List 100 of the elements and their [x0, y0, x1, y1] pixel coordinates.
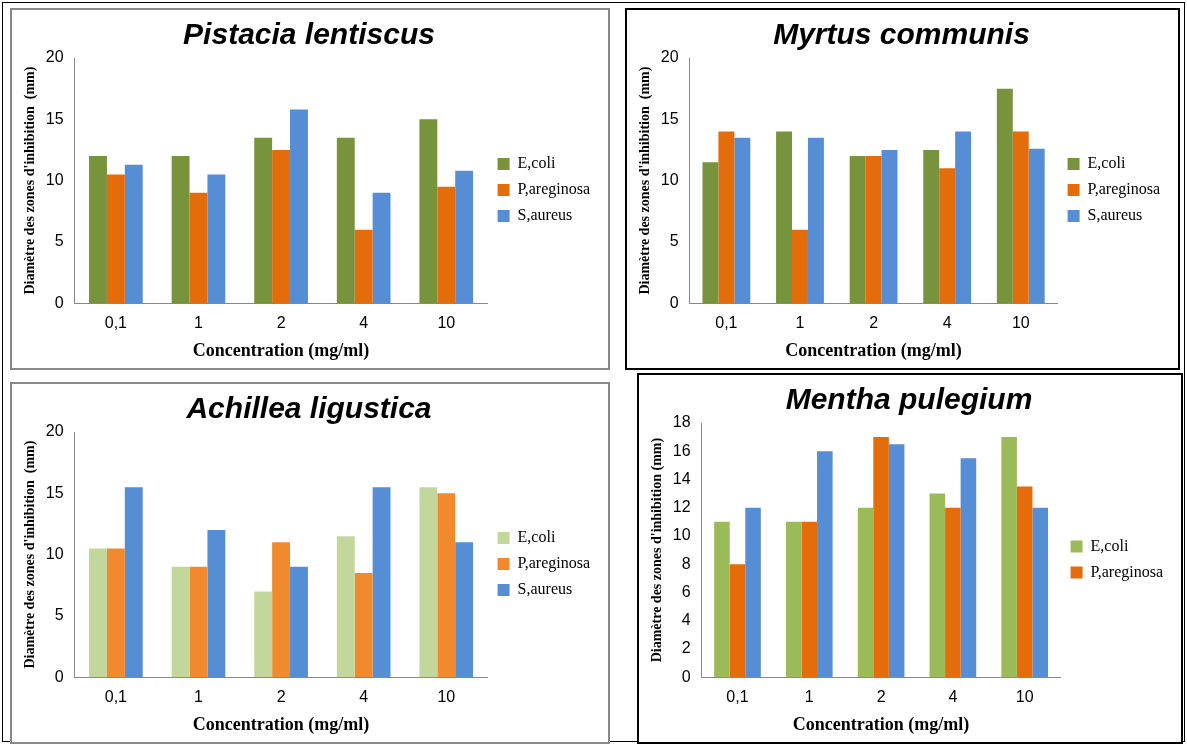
bar — [801, 521, 818, 678]
x-tick-label: 4 — [948, 688, 958, 706]
bar — [785, 521, 802, 678]
bar — [254, 591, 273, 678]
bar — [945, 507, 961, 678]
bar — [955, 131, 972, 304]
y-tick-label: 20 — [45, 48, 64, 66]
bar — [1001, 437, 1017, 678]
bar — [792, 229, 808, 304]
legend-label: P,areginosa — [517, 180, 591, 199]
bar — [437, 186, 456, 304]
chart-title: Mentha pulegium — [785, 382, 1033, 416]
y-tick-label: 15 — [45, 109, 64, 127]
y-tick-label: 20 — [45, 422, 64, 440]
y-tick-label: 10 — [45, 171, 64, 189]
x-tick-label: 0,1 — [715, 314, 738, 332]
legend-label: P,areginosa — [1087, 180, 1161, 199]
y-tick-label: 14 — [672, 469, 691, 487]
bar — [745, 507, 761, 678]
bar — [124, 164, 143, 304]
bar — [807, 137, 824, 304]
x-tick-label: 10 — [1015, 688, 1034, 706]
bar — [455, 170, 474, 304]
x-tick-label: 2 — [276, 688, 286, 706]
bar — [290, 109, 308, 304]
y-axis-title: Diamètre des zones d'inhibition (mm) — [22, 66, 39, 295]
y-tick-label: 5 — [669, 232, 679, 250]
chart-title: Achillea ligustica — [185, 391, 432, 425]
bar — [939, 168, 956, 304]
bar — [106, 174, 125, 304]
y-tick-label: 15 — [45, 483, 64, 501]
bar — [336, 536, 355, 678]
legend-label: E,coli — [517, 154, 556, 172]
bar — [1028, 148, 1045, 304]
y-tick-label: 10 — [672, 526, 691, 544]
bar — [419, 119, 438, 304]
y-tick-label: 0 — [54, 667, 64, 685]
x-tick-label: 4 — [359, 314, 369, 332]
bar — [857, 507, 874, 678]
bar — [929, 493, 946, 678]
bar — [419, 487, 438, 678]
x-tick-label: 0,1 — [104, 688, 128, 706]
bar — [272, 542, 291, 678]
x-axis-title: Concentration (mg/ml) — [192, 713, 370, 735]
y-tick-label: 15 — [660, 109, 679, 127]
bar — [354, 229, 373, 304]
legend-label: S,aureus — [517, 580, 573, 598]
bar — [254, 137, 273, 304]
bar — [354, 572, 373, 678]
bar — [718, 131, 735, 304]
bar — [290, 566, 308, 678]
bar — [865, 156, 882, 304]
y-axis-title: Diamètre des zones d'inhibition (mm) — [649, 437, 666, 663]
x-tick-label: 1 — [795, 314, 805, 332]
bar — [873, 437, 889, 678]
y-tick-label: 2 — [681, 639, 691, 657]
y-tick-label: 12 — [672, 498, 691, 516]
y-tick-label: 10 — [45, 545, 64, 563]
bar — [272, 149, 291, 304]
y-axis-title: Diamètre des zones d'inhibition (mm) — [22, 440, 39, 669]
y-tick-label: 0 — [54, 293, 64, 311]
y-tick-label: 0 — [669, 293, 679, 311]
bar — [881, 149, 898, 304]
y-tick-label: 18 — [672, 413, 691, 431]
legend-label: E,coli — [1087, 154, 1126, 172]
legend-label: P,areginosa — [517, 554, 591, 573]
bar — [1012, 131, 1029, 304]
bar — [189, 566, 208, 678]
bar — [189, 192, 208, 304]
bar — [817, 451, 833, 678]
y-tick-label: 10 — [660, 171, 679, 189]
bar — [996, 88, 1013, 304]
bar — [702, 162, 719, 304]
x-tick-label: 2 — [276, 314, 286, 332]
x-tick-label: 10 — [437, 688, 456, 706]
x-tick-label: 1 — [194, 688, 204, 706]
bar — [455, 542, 474, 678]
bar — [372, 192, 391, 304]
x-tick-label: 1 — [194, 314, 204, 332]
bar — [89, 548, 107, 678]
x-tick-label: 2 — [876, 688, 886, 706]
y-tick-label: 0 — [681, 667, 691, 685]
x-tick-label: 10 — [1011, 314, 1030, 332]
bar — [1032, 507, 1049, 678]
bar — [729, 564, 746, 678]
bar — [336, 137, 355, 304]
bar — [888, 444, 905, 678]
legend-label: P,areginosa — [1090, 562, 1164, 581]
x-axis-title: Concentration (mg/ml) — [792, 713, 970, 735]
chart-title: Myrtus communis — [773, 17, 1030, 51]
x-tick-label: 0,1 — [726, 688, 749, 706]
legend-label: S,aureus — [517, 206, 573, 224]
bar — [960, 458, 977, 678]
x-tick-label: 10 — [437, 314, 456, 332]
bar — [171, 566, 190, 678]
bar — [207, 530, 226, 678]
legend-label: E,coli — [1090, 536, 1129, 554]
bar — [776, 131, 793, 304]
legend-label: E,coli — [517, 528, 556, 546]
y-axis-title: Diamètre des zones d'inhibition (mm) — [637, 66, 654, 295]
